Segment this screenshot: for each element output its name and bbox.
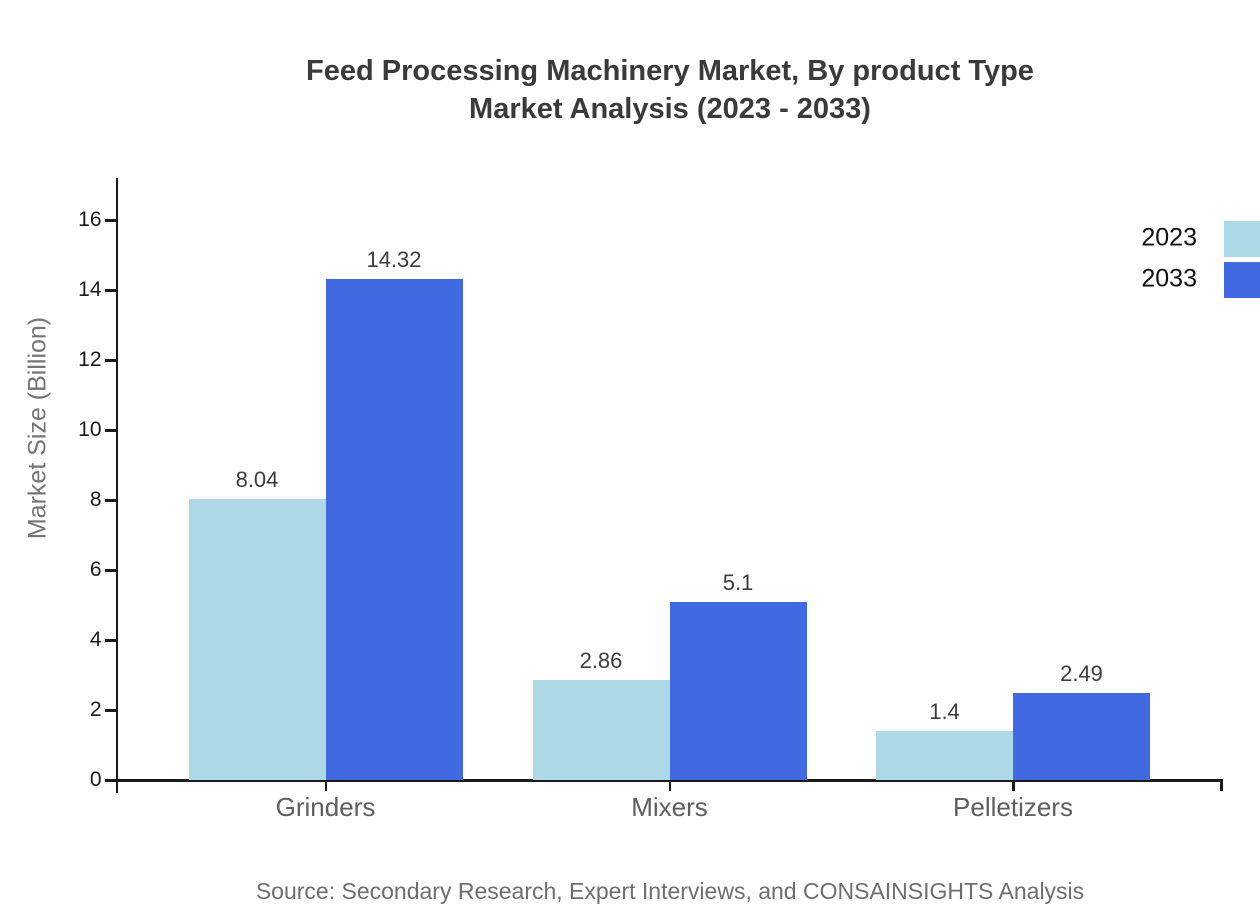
y-tick: [104, 709, 116, 712]
x-tick: [1012, 780, 1015, 791]
y-tick: [104, 779, 116, 782]
bar-value-label: 8.04: [235, 466, 279, 492]
y-tick-label: 0: [89, 768, 102, 791]
bar: [1013, 692, 1150, 780]
y-tick: [104, 499, 116, 502]
bar: [876, 731, 1013, 780]
bar-value-label: 2.86: [579, 647, 623, 673]
y-tick-label: 16: [78, 208, 102, 231]
y-tick-label: 8: [89, 488, 102, 511]
chart-title-line1: Feed Processing Machinery Market, By pro…: [306, 55, 1034, 87]
bar-value-label: 5.1: [722, 569, 754, 595]
y-axis-spine: [115, 178, 118, 793]
y-tick-label: 6: [89, 558, 102, 581]
chart-title-line2: Market Analysis (2023 - 2033): [469, 93, 871, 125]
bar: [669, 601, 807, 780]
y-tick-label: 10: [78, 418, 102, 441]
y-tick: [104, 219, 116, 222]
legend-label: 2023: [1141, 223, 1197, 252]
y-tick: [104, 429, 116, 432]
y-tick: [104, 569, 116, 572]
category-label: Pelletizers: [953, 792, 1073, 822]
y-tick-label: 12: [78, 348, 102, 371]
x-tick: [668, 780, 671, 791]
bar: [188, 498, 326, 780]
y-tick-label: 2: [89, 698, 102, 721]
chart-title: Feed Processing Machinery Market, By pro…: [130, 52, 1210, 128]
legend-swatch: [1224, 262, 1260, 298]
legend-swatch: [1224, 221, 1260, 257]
y-tick: [104, 639, 116, 642]
category-label: Mixers: [631, 792, 708, 822]
bar: [325, 278, 463, 780]
y-tick-label: 4: [89, 628, 102, 651]
bar-value-label: 14.32: [366, 246, 422, 272]
bar: [532, 679, 670, 780]
source-note: Source: Secondary Research, Expert Inter…: [255, 878, 1085, 904]
y-tick: [104, 289, 116, 292]
bar-value-label: 2.49: [1060, 660, 1103, 686]
y-tick: [104, 359, 116, 362]
bar-value-label: 1.4: [929, 699, 960, 724]
legend-label: 2033: [1141, 264, 1197, 293]
category-label: Grinders: [275, 792, 376, 822]
x-axis-end-tick: [1220, 780, 1223, 791]
y-tick-label: 14: [78, 278, 102, 301]
x-tick: [324, 780, 327, 791]
